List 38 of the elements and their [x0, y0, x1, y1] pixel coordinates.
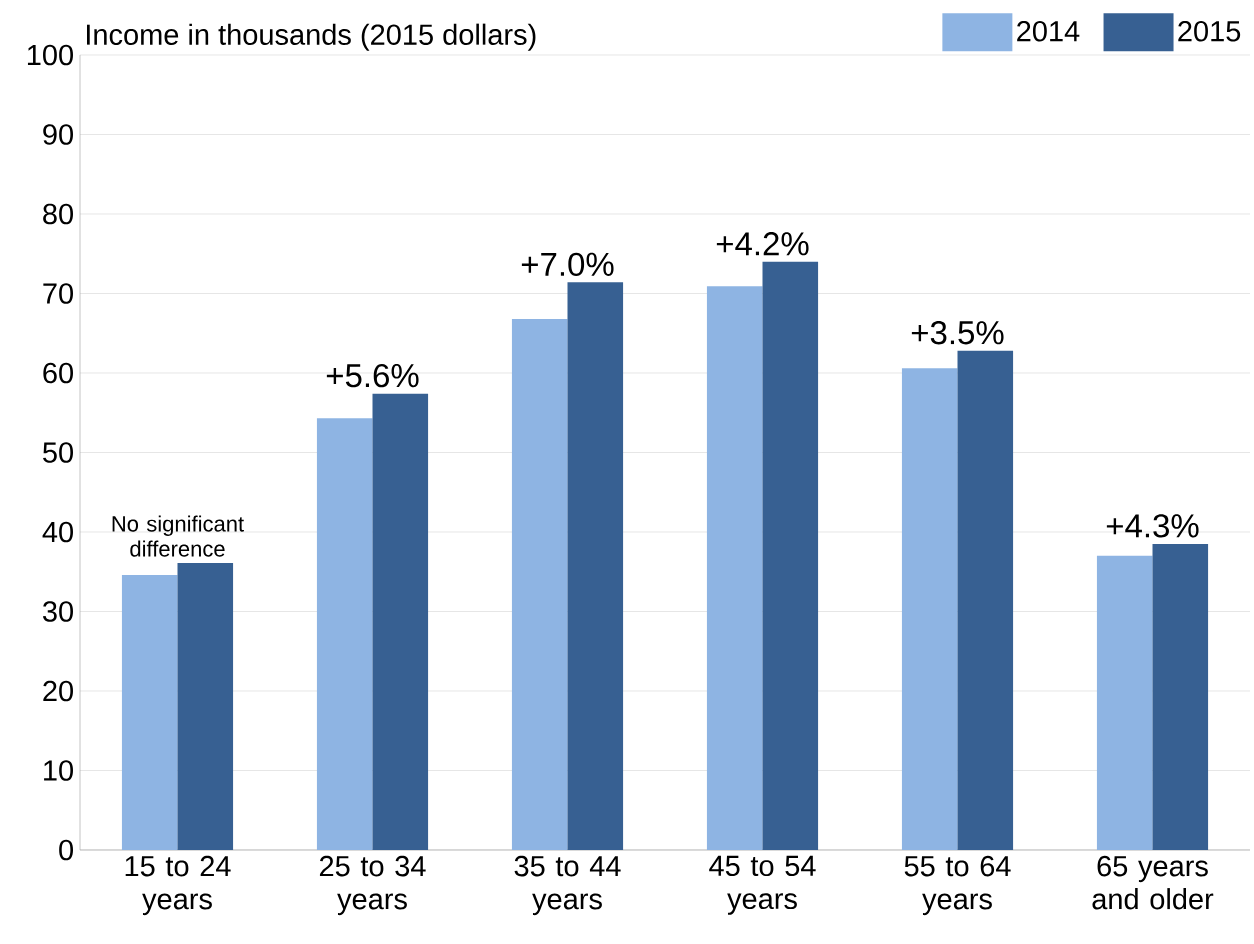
annotation: No significant difference [112, 515, 244, 557]
annotation: +7.0% [521, 252, 614, 277]
bar [511, 318, 568, 850]
y-tick-label: 0 [59, 839, 74, 861]
bar [901, 368, 958, 850]
bar [957, 350, 1014, 850]
y-tick-label: 40 [42, 521, 73, 543]
y-tick-label: 50 [43, 442, 73, 463]
bar [1096, 555, 1153, 850]
y-tick-label: 60 [43, 362, 73, 384]
x-tick-label: 45 to 54 years [709, 855, 816, 915]
x-tick-label: 15 to 24 years [125, 855, 231, 916]
bar [567, 282, 624, 850]
annotation: +5.6% [326, 363, 419, 388]
y-tick-label: 10 [44, 760, 73, 781]
y-tick-label: 20 [43, 680, 73, 702]
annotation: +4.2% [716, 232, 809, 256]
bar [1152, 543, 1209, 850]
legend-label: 2015 [1178, 20, 1241, 42]
bar [706, 286, 763, 850]
x-tick-label: 65 years and older [1092, 855, 1214, 910]
bar [372, 393, 429, 850]
bar [177, 563, 234, 850]
bar [316, 418, 373, 850]
x-tick-label: 25 to 34 years [319, 855, 426, 916]
annotation: +4.3% [1106, 514, 1199, 538]
x-tick-label: 55 to 64 years [904, 855, 1011, 916]
y-tick-label: 70 [43, 283, 73, 304]
y-tick-label: 100 [27, 44, 73, 66]
bar [762, 261, 819, 850]
y-tick-label: 80 [43, 203, 73, 225]
y-axis-title: Income in thousands (2015 dollars) [87, 23, 536, 51]
legend-label: 2014 [1017, 20, 1080, 42]
annotation: +3.5% [911, 321, 1004, 345]
y-tick-label: 90 [43, 124, 73, 145]
y-tick-label: 30 [42, 601, 73, 622]
bar [121, 574, 178, 850]
x-tick-label: 35 to 44 years [514, 855, 621, 916]
